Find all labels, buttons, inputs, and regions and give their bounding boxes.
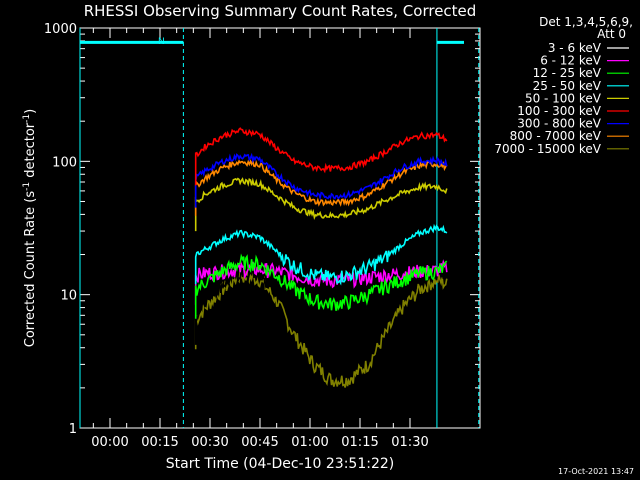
series-line <box>194 157 448 216</box>
legend-entry-label: 3 - 6 keV <box>548 41 602 55</box>
x-tick-label: 00:15 <box>141 435 178 450</box>
x-tick-label: 01:00 <box>291 435 328 450</box>
legend-entry-label: 25 - 50 keV <box>533 79 602 93</box>
series-line <box>194 152 448 208</box>
x-axis-label: Start Time (04-Dec-10 23:51:22) <box>166 456 394 472</box>
y-tick-label: 10 <box>60 289 77 304</box>
x-tick-label: 01:30 <box>391 435 428 450</box>
chart-title: RHESSI Observing Summary Count Rates, Co… <box>84 2 477 20</box>
night-marker-label: N <box>158 37 165 47</box>
series-line <box>194 265 448 345</box>
legend-entry-label: 50 - 100 keV <box>525 91 602 105</box>
x-tick-label: 00:30 <box>191 435 228 450</box>
y-axis-label: Corrected Count Rate (s-1 detector-1) <box>22 109 38 347</box>
legend-entry-label: 300 - 800 keV <box>517 117 601 131</box>
legend-header: Det 1,3,4,5,6,9, <box>539 15 633 29</box>
legend-entry-label: 800 - 7000 keV <box>510 129 602 143</box>
y-tick-label: 100 <box>52 155 77 170</box>
flag-lines <box>79 28 480 428</box>
y-axis-label-sup2: -1 <box>22 114 32 123</box>
timestamp-label: 17-Oct-2021 13:47 <box>558 467 634 476</box>
legend-entry-label: 7000 - 15000 keV <box>494 142 601 156</box>
legend-subheader: Att 0 <box>597 27 626 41</box>
series-line <box>194 127 448 186</box>
x-tick-label: 01:15 <box>341 435 378 450</box>
y-axis-label-main: Corrected Count Rate (s <box>23 191 38 348</box>
y-axis: 1 10 100 1000 <box>44 22 480 437</box>
x-tick-label: 00:00 <box>91 435 128 450</box>
legend-entry-label: 6 - 12 keV <box>540 54 602 68</box>
legend-entry-label: 100 - 300 keV <box>517 104 601 118</box>
y-axis-label-sup1: -1 <box>22 182 32 191</box>
data-series <box>194 127 448 388</box>
series-line <box>194 223 448 286</box>
legend-entry-label: 12 - 25 keV <box>533 66 602 80</box>
y-axis-label-mid: detector <box>23 122 38 182</box>
y-tick-label: 1000 <box>44 22 77 37</box>
y-tick-label: 1 <box>69 422 77 437</box>
y-axis-label-end: ) <box>23 109 38 114</box>
series-line <box>194 253 448 319</box>
series-line <box>194 177 448 232</box>
x-tick-label: 00:45 <box>241 435 278 450</box>
x-axis: 00:00 00:15 00:30 00:45 01:00 01:15 01:30 <box>91 28 429 450</box>
